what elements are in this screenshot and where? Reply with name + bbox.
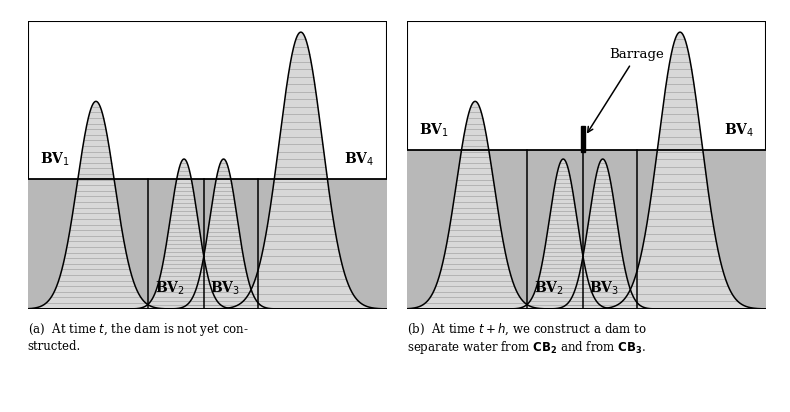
Text: BV$_4$: BV$_4$ — [724, 122, 754, 139]
Bar — [581, 126, 585, 152]
Text: BV$_3$: BV$_3$ — [589, 280, 619, 297]
Bar — [407, 150, 766, 309]
Text: (b)  At time $t+h$, we construct a dam to
separate water from $\mathbf{CB_2}$ an: (b) At time $t+h$, we construct a dam to… — [407, 321, 646, 356]
Text: BV$_2$: BV$_2$ — [155, 280, 184, 297]
Text: BV$_3$: BV$_3$ — [210, 280, 240, 297]
Text: Barrage: Barrage — [588, 48, 664, 132]
Text: BV$_4$: BV$_4$ — [344, 150, 374, 168]
Text: BV$_1$: BV$_1$ — [40, 150, 70, 168]
Text: (a)  At time $t$, the dam is not yet con-
structed.: (a) At time $t$, the dam is not yet con-… — [28, 321, 248, 353]
Text: BV$_1$: BV$_1$ — [419, 122, 450, 139]
Bar — [28, 179, 387, 309]
Text: BV$_2$: BV$_2$ — [534, 280, 563, 297]
